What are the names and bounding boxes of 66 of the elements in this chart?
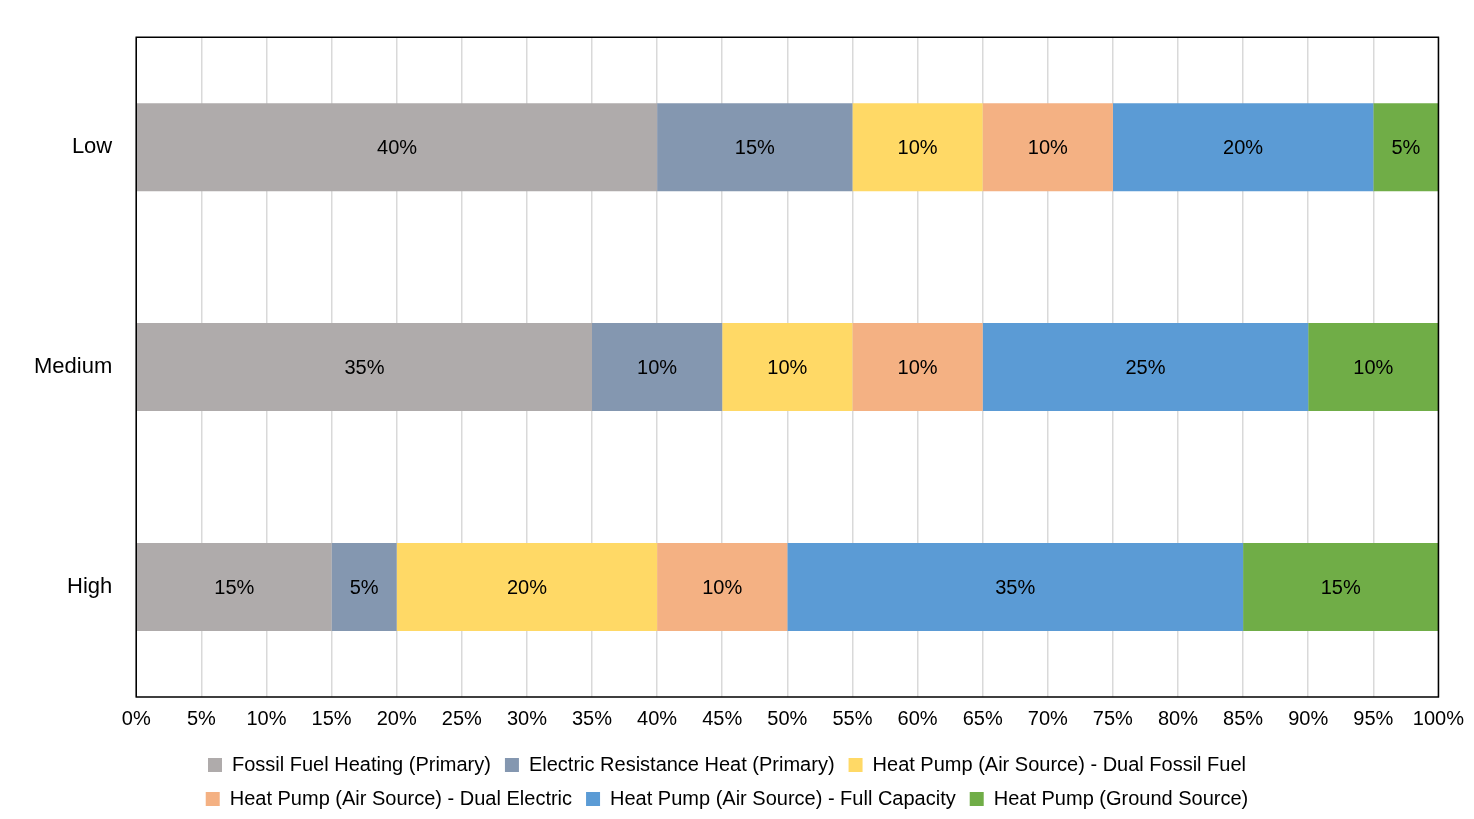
bar	[657, 103, 853, 192]
legend-label: Heat Pump (Air Source) - Dual Electric	[229, 786, 573, 809]
legend-label: Heat Pump (Ground Source)	[993, 786, 1249, 809]
legend-label: Fossil Fuel Heating (Primary)	[231, 752, 491, 775]
x-tick-label: 100%	[1412, 706, 1465, 729]
data-label: 35%	[344, 355, 385, 378]
bar	[722, 323, 853, 412]
bar	[137, 543, 332, 632]
bar	[852, 323, 983, 412]
x-tick-label: 25%	[441, 706, 483, 729]
x-tick-label: 85%	[1223, 706, 1264, 729]
data-label: 10%	[637, 355, 678, 378]
bar	[1308, 323, 1439, 412]
data-label: 5%	[349, 575, 379, 598]
y-tick-label: Medium	[34, 353, 113, 379]
data-label: 40%	[377, 135, 418, 158]
legend-label: Heat Pump (Air Source) - Full Capacity	[610, 786, 956, 809]
data-label: 10%	[767, 355, 808, 378]
bar	[331, 543, 397, 632]
x-tick-label: 95%	[1353, 706, 1394, 729]
data-label: 25%	[1125, 355, 1166, 378]
bar	[1373, 103, 1439, 192]
legend-label: Electric Resistance Heat (Primary)	[528, 752, 835, 775]
x-tick-label: 60%	[897, 706, 938, 729]
x-tick-label: 55%	[832, 706, 873, 729]
data-label: 15%	[214, 575, 255, 598]
data-label: 10%	[1353, 355, 1394, 378]
data-label: 10%	[897, 135, 938, 158]
x-tick-label: 10%	[246, 706, 287, 729]
y-tick-label: Low	[71, 133, 113, 159]
y-tick-label: High	[67, 573, 113, 599]
x-tick-label: 40%	[637, 706, 678, 729]
x-tick-label: 45%	[702, 706, 743, 729]
data-label: 10%	[1027, 135, 1068, 158]
bar	[787, 543, 1244, 632]
bar	[1243, 543, 1439, 632]
data-label: 15%	[734, 135, 776, 158]
data-label: 10%	[897, 355, 938, 378]
x-tick-label: 80%	[1157, 706, 1199, 729]
x-tick-label: 65%	[962, 706, 1003, 729]
x-tick-label: 50%	[767, 706, 808, 729]
bar	[657, 543, 788, 632]
bar	[137, 103, 658, 192]
bar	[852, 103, 983, 192]
x-tick-label: 5%	[186, 706, 217, 729]
bar	[982, 323, 1309, 412]
x-tick-label: 70%	[1027, 706, 1068, 729]
bar	[1112, 103, 1374, 192]
data-label: 10%	[702, 575, 743, 598]
legend-label: Heat Pump (Air Source) - Dual Fossil Fuel	[872, 752, 1247, 775]
x-tick-label: 90%	[1288, 706, 1329, 729]
bar	[137, 323, 593, 412]
data-label: 20%	[1223, 135, 1264, 158]
x-tick-label: 20%	[376, 706, 417, 729]
x-tick-label: 35%	[571, 706, 613, 729]
bar	[592, 323, 723, 412]
data-label: 20%	[506, 575, 548, 598]
data-label: 5%	[1391, 135, 1421, 158]
x-tick-label: 75%	[1092, 706, 1134, 729]
data-label: 35%	[995, 575, 1036, 598]
bar	[396, 543, 658, 632]
x-tick-label: 0%	[121, 706, 151, 729]
x-tick-label: 15%	[311, 706, 352, 729]
bar	[982, 103, 1113, 192]
x-tick-label: 30%	[506, 706, 548, 729]
data-label: 15%	[1320, 575, 1361, 598]
